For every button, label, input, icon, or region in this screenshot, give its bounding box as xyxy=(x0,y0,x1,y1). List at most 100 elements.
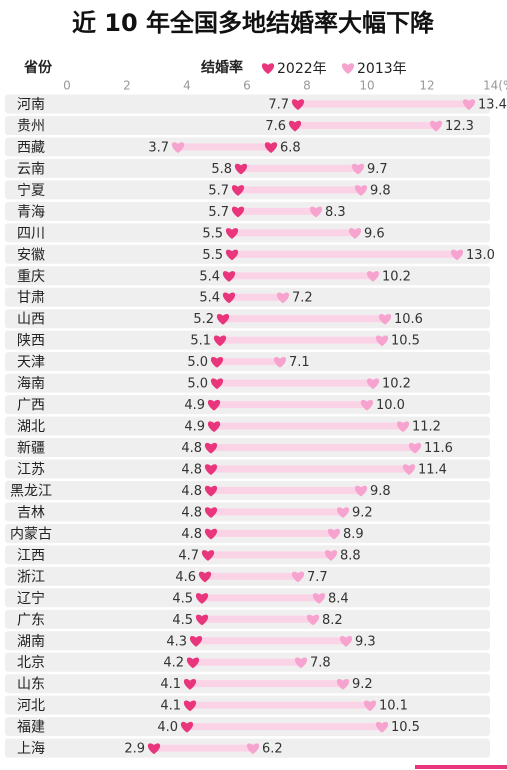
heart-marker xyxy=(354,485,368,497)
heart-marker xyxy=(204,485,218,497)
category-label: 贵州 xyxy=(17,118,45,134)
range-bar xyxy=(229,272,373,280)
category-label: 山东 xyxy=(17,677,45,693)
heart-marker xyxy=(351,163,365,175)
category-label: 辽宁 xyxy=(17,590,45,607)
heart-marker xyxy=(348,228,362,239)
value-label: 9.8 xyxy=(370,484,391,499)
category-label: 河南 xyxy=(17,97,45,113)
range-bar xyxy=(298,100,469,108)
heart-marker xyxy=(408,442,422,454)
heart-marker xyxy=(225,228,239,239)
heart-marker xyxy=(312,593,326,604)
value-label: 8.8 xyxy=(340,548,361,563)
category-label: 重庆 xyxy=(17,269,45,285)
row-background xyxy=(5,115,490,135)
heart-marker xyxy=(210,356,224,368)
value-label: 8.2 xyxy=(322,613,343,628)
category-label: 北京 xyxy=(17,655,45,671)
value-label: 4.2 xyxy=(163,656,184,671)
range-bar xyxy=(190,680,343,688)
heart-marker xyxy=(288,120,302,132)
heart-marker xyxy=(366,271,380,282)
range-bar xyxy=(187,723,382,731)
heart-marker xyxy=(225,249,239,261)
x-tick-label: 4 xyxy=(183,79,191,93)
value-label: 7.7 xyxy=(307,570,328,585)
value-label: 7.8 xyxy=(310,656,331,671)
value-label: 11.6 xyxy=(424,441,453,456)
heart-marker xyxy=(375,335,389,347)
x-tick-label: 0 xyxy=(63,79,71,93)
x-tick-label: 14(‰) xyxy=(483,79,507,93)
range-bar xyxy=(211,444,415,452)
value-label: 7.6 xyxy=(265,119,286,134)
heart-marker xyxy=(363,700,377,712)
range-bar xyxy=(190,701,370,709)
heart-marker xyxy=(309,206,323,218)
range-bar xyxy=(202,594,319,602)
value-label: 4.5 xyxy=(172,591,193,606)
heart-marker xyxy=(291,99,305,110)
heart-marker xyxy=(324,550,338,561)
value-label: 4.7 xyxy=(178,548,199,563)
value-label: 9.7 xyxy=(367,162,388,177)
value-label: 7.2 xyxy=(292,291,313,306)
category-label: 新疆 xyxy=(17,441,45,457)
value-label: 5.1 xyxy=(190,334,211,349)
heart-marker xyxy=(147,743,161,755)
heart-marker xyxy=(336,678,350,690)
value-label: 3.7 xyxy=(148,140,169,155)
heart-marker xyxy=(327,528,341,540)
range-bar xyxy=(193,658,301,666)
range-bar xyxy=(205,572,298,580)
category-label: 内蒙古 xyxy=(10,526,52,542)
heart-marker xyxy=(306,614,320,626)
value-label: 7.7 xyxy=(268,98,289,113)
value-label: 8.4 xyxy=(328,591,349,606)
heart-marker xyxy=(402,464,416,475)
category-label: 海南 xyxy=(17,376,45,392)
heart-marker xyxy=(396,421,410,433)
heart-marker xyxy=(360,399,374,411)
heart-marker xyxy=(204,507,218,518)
heart-marker xyxy=(207,399,221,411)
heart-marker xyxy=(183,678,197,690)
category-label: 广西 xyxy=(17,398,45,414)
heart-marker xyxy=(375,721,389,733)
category-label: 黑龙江 xyxy=(10,483,52,499)
value-label: 5.4 xyxy=(199,291,220,306)
value-label: 12.3 xyxy=(445,119,474,134)
category-label: 浙江 xyxy=(17,569,45,585)
value-label: 6.2 xyxy=(262,742,283,757)
heart-marker xyxy=(222,292,236,304)
value-label: 10.6 xyxy=(394,312,423,327)
value-label: 9.2 xyxy=(352,677,373,692)
value-label: 9.6 xyxy=(364,226,385,241)
category-label: 陕西 xyxy=(17,333,45,349)
legend-label: 2022年 xyxy=(277,61,327,77)
heart-marker xyxy=(462,99,476,110)
category-label: 宁夏 xyxy=(17,182,45,199)
category-label: 河北 xyxy=(17,698,45,714)
y-axis-title: 省份 xyxy=(23,59,53,76)
heart-marker xyxy=(294,657,308,669)
value-label: 5.0 xyxy=(187,377,208,392)
x-tick-label: 2 xyxy=(123,79,131,93)
category-label: 天津 xyxy=(17,355,45,371)
value-label: 2.9 xyxy=(124,742,145,757)
range-bar xyxy=(223,315,385,323)
heart-marker xyxy=(204,442,218,454)
range-bar xyxy=(217,379,373,387)
category-label: 四川 xyxy=(17,226,45,242)
range-bar xyxy=(154,744,253,752)
value-label: 5.8 xyxy=(211,162,232,177)
heart-marker xyxy=(291,571,305,583)
range-bar xyxy=(178,143,271,151)
category-label: 上海 xyxy=(17,741,45,757)
category-label: 湖南 xyxy=(17,634,45,650)
value-label: 4.0 xyxy=(157,720,178,735)
category-label: 福建 xyxy=(17,720,45,736)
value-label: 10.0 xyxy=(376,398,405,413)
value-label: 4.1 xyxy=(160,699,181,714)
